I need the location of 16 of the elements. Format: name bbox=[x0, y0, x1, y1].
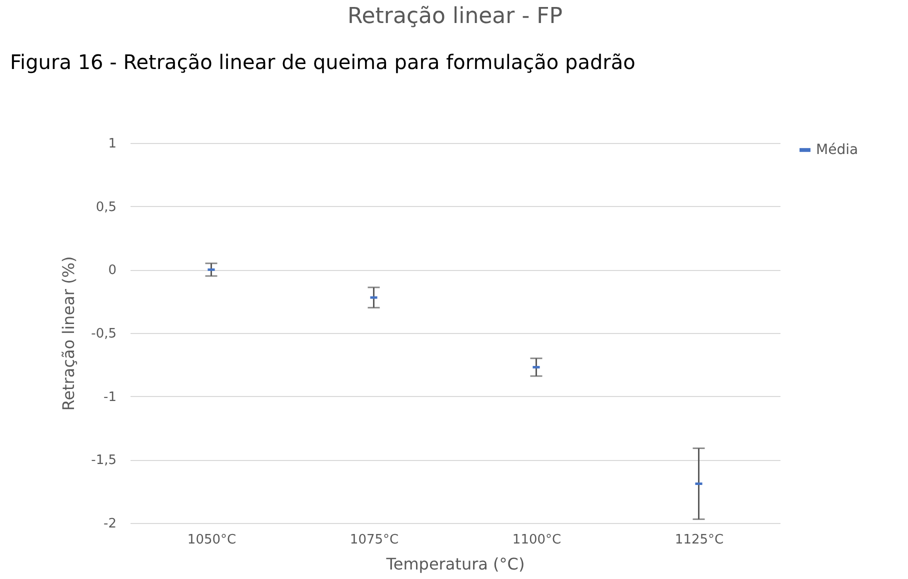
y-tick-label: 0 bbox=[108, 263, 116, 278]
x-tick-label: 1075°C bbox=[350, 532, 399, 548]
y-tick-label: -2 bbox=[104, 516, 116, 532]
chart-title: Retração linear - FP bbox=[347, 4, 563, 29]
y-tick-label: -1,5 bbox=[91, 453, 116, 468]
y-tick-label: 1 bbox=[108, 136, 116, 152]
y-axis-title: Retração linear (%) bbox=[59, 256, 78, 411]
x-tick-label: 1100°C bbox=[512, 532, 562, 548]
y-tick-label: -1 bbox=[104, 390, 116, 405]
y-tick-label: 0,5 bbox=[96, 200, 116, 215]
text: Figura 16 - Retração linear de queima para formulação padrão bbox=[10, 50, 636, 74]
y-tick-label: -0,5 bbox=[91, 326, 116, 342]
x-axis-title: Temperatura (°C) bbox=[385, 554, 525, 574]
x-tick-label: 1125°C bbox=[674, 532, 724, 548]
x-tick-label: 1050°C bbox=[187, 532, 236, 548]
legend-label: Média bbox=[816, 142, 858, 158]
